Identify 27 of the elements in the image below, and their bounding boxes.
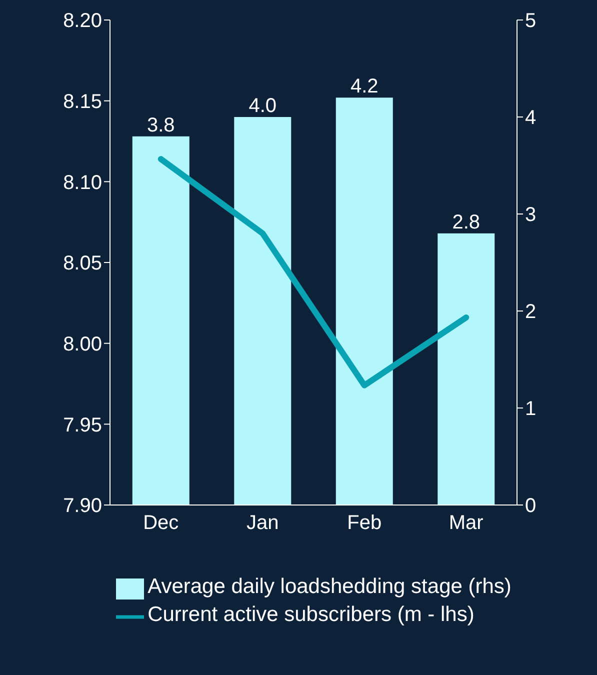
y-tick-label: 8.20 [63,10,102,32]
bar [438,233,495,505]
y2-tick-label: 4 [525,107,536,130]
data-label: 3.8 [146,114,175,136]
x-tick-label: Jan [246,512,279,534]
y2-tick-label: 2 [525,301,536,324]
y2-tick-label: 1 [525,398,536,420]
data-label: 2.8 [452,211,480,234]
x-tick-label: Mar [448,512,484,534]
y-tick-label: 8.15 [63,90,102,113]
x-tick-label: Feb [347,512,382,534]
y2-tick-label: 5 [525,10,536,32]
legend-label: Current active subscribers (m - lhs) [148,603,474,626]
y2-tick-label: 0 [525,495,536,518]
y-tick-label: 8.10 [63,172,102,194]
y-tick-label: 8.00 [63,333,102,356]
x-tick-label: Dec [143,512,179,534]
bar [336,98,393,505]
bar [234,117,292,505]
bar [132,136,190,505]
y-tick-label: 8.05 [63,252,102,275]
legend-label: Average daily loadshedding stage (rhs) [148,575,512,598]
y2-tick-label: 3 [525,204,536,226]
data-label: 4.2 [350,76,378,98]
y-tick-label: 7.95 [63,414,102,436]
y-tick-label: 7.90 [63,495,102,518]
data-label: 4.0 [248,95,277,117]
